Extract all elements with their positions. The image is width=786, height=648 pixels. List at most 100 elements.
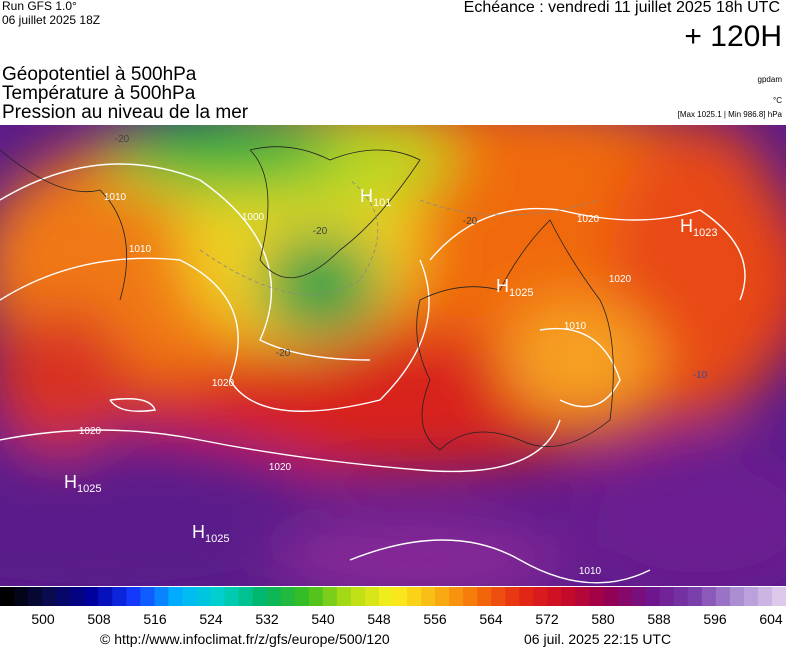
colorbar-swatch (463, 587, 478, 606)
contour-label: 1010 (104, 192, 127, 203)
colorbar-swatch (336, 587, 352, 606)
colorbar-swatch (182, 587, 197, 606)
colorbar-tick-label: 532 (255, 611, 279, 627)
colorbar-swatch (28, 587, 43, 606)
colorbar-swatch (224, 587, 240, 606)
colorbar-swatch (308, 587, 324, 606)
colorbar-swatch (771, 587, 786, 606)
center-value: 1025 (77, 483, 101, 495)
colorbar-swatch (407, 587, 422, 606)
echeance: Echéance : vendredi 11 juillet 2025 18h … (463, 0, 780, 16)
colorbar-tick-label: 508 (87, 611, 111, 627)
colorbar-tick-label: 524 (199, 611, 223, 627)
center-value: 1025 (205, 533, 229, 545)
colorbar-tick-label: 556 (423, 611, 447, 627)
center-letter: H (496, 276, 509, 296)
colorbar-swatch (729, 587, 745, 606)
colorbar-swatch (56, 587, 71, 606)
colorbar-swatch (477, 587, 492, 606)
colorbar-swatch (364, 587, 380, 606)
colorbar-swatch (757, 587, 773, 606)
center-letter: H (680, 216, 693, 236)
center-letter: H (360, 186, 373, 206)
center-letter: H (192, 522, 205, 542)
colorbar-swatch (84, 587, 99, 606)
contour-label: 1020 (212, 378, 235, 389)
colorbar-tick-label: 564 (479, 611, 503, 627)
center-letter: H (64, 472, 77, 492)
colorbar-tick-label: 500 (31, 611, 55, 627)
colorbar-swatch (491, 587, 506, 606)
colorbar-swatch (14, 587, 29, 606)
contour-label: -20 (313, 226, 328, 237)
pressure-center: H1025 (64, 472, 101, 495)
colorbar-swatch (210, 587, 226, 606)
colorbar-swatch (378, 587, 394, 606)
colorbar-swatch (631, 587, 647, 606)
colorbar-swatch (617, 587, 633, 606)
pressure-center: H1023 (680, 216, 717, 239)
generated-time: 06 juil. 2025 22:15 UTC (524, 631, 672, 647)
source-url: © http://www.infoclimat.fr/z/gfs/europe/… (100, 631, 390, 647)
unit-label: °C (773, 96, 782, 105)
colorbar-swatch (519, 587, 534, 606)
colorbar-swatch (575, 587, 590, 606)
pressure-center: H1025 (192, 522, 229, 545)
colorbar-swatch (449, 587, 464, 606)
colorbar-swatch (589, 587, 605, 606)
colorbar-swatch (112, 587, 127, 606)
title-line: Température à 500hPa (2, 83, 196, 104)
colorbar-swatch (238, 587, 254, 606)
colorbar-swatch (154, 587, 169, 606)
colorbar-swatch (196, 587, 212, 606)
center-value: 101 (373, 197, 391, 209)
colorbar-tick-label: 596 (703, 611, 727, 627)
pressure-center: H1025 (496, 276, 533, 299)
colorbar-tick-label: 580 (591, 611, 615, 627)
map-field (0, 125, 786, 586)
run-label: Run GFS 1.0° (2, 0, 77, 13)
colorbar-tick-label: 548 (367, 611, 391, 627)
contour-label: -20 (115, 134, 130, 145)
colorbar-tick-label: 540 (311, 611, 335, 627)
lead-time: + 120H (684, 20, 782, 53)
unit-label: [Max 1025.1 | Min 986.8] hPa (677, 110, 782, 119)
colorbar-swatch (350, 587, 366, 606)
colorbar-swatch (659, 587, 675, 606)
colorbar-swatch (421, 587, 436, 606)
isobars (0, 163, 746, 584)
center-value: 1025 (509, 287, 533, 299)
colorbar-swatch (322, 587, 338, 606)
colorbar-swatch (140, 587, 155, 606)
colorbar-swatch (701, 587, 717, 606)
colorbar-swatch (294, 587, 310, 606)
contour-label: -10 (693, 370, 708, 381)
colorbar-tick-label: 516 (143, 611, 167, 627)
colorbar-swatch (715, 587, 731, 606)
contour-label: 1010 (579, 566, 602, 577)
title-line: Pression au niveau de la mer (2, 102, 249, 123)
colorbar-swatch (547, 587, 562, 606)
colorbar-swatch (435, 587, 450, 606)
colorbar-swatch (0, 587, 15, 606)
run-date: 06 juillet 2025 18Z (2, 13, 101, 27)
colorbar-swatch (603, 587, 619, 606)
colorbar-tick-label: 572 (535, 611, 559, 627)
contour-label: 1020 (269, 462, 292, 473)
colorbar-swatch (252, 587, 268, 606)
colorbar-swatch (126, 587, 141, 606)
colorbar-swatch (743, 587, 759, 606)
colorbar-swatch (98, 587, 113, 606)
colorbar-swatch (505, 587, 520, 606)
contour-label: 1000 (242, 212, 265, 223)
contour-label: 1010 (564, 321, 587, 332)
title-line: Géopotentiel à 500hPa (2, 64, 197, 85)
colorbar-swatch (42, 587, 57, 606)
colorbar-swatch (70, 587, 85, 606)
contour-label: -20 (276, 348, 291, 359)
colorbar-swatch (687, 587, 703, 606)
colorbar-swatch (533, 587, 548, 606)
colorbar-tick-label: 588 (647, 611, 671, 627)
